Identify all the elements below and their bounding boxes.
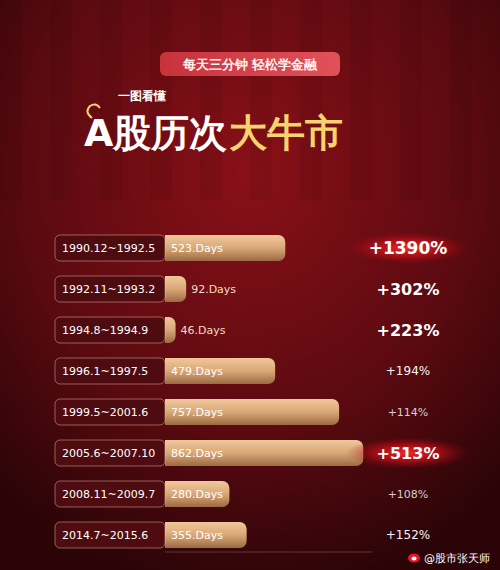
title: A股历次 xyxy=(84,111,227,155)
bar xyxy=(165,440,363,466)
category-label: 1990.12~1992.5 xyxy=(62,242,155,255)
gain-label: +513% xyxy=(377,444,440,463)
category-label: 1999.5~2001.6 xyxy=(62,406,148,419)
kicker: 一图看懂 xyxy=(118,89,166,103)
data-label: 862.Days xyxy=(171,447,223,460)
subtitle-pill xyxy=(160,52,340,76)
source: @股市张天师 xyxy=(424,552,490,565)
subtitle: 每天三分钟 轻松学金融 xyxy=(182,57,319,72)
gain-label: +108% xyxy=(388,488,429,501)
curtain-fold xyxy=(300,0,322,200)
period-box xyxy=(55,235,165,261)
gain-label: +1390% xyxy=(369,238,448,258)
category-label: 1996.1~1997.5 xyxy=(62,365,148,378)
category-label: 1992.11~1993.2 xyxy=(62,283,155,296)
curtain-fold xyxy=(250,0,272,200)
bar xyxy=(165,358,275,384)
bar xyxy=(165,481,229,507)
data-label: 479.Days xyxy=(171,365,223,378)
period-box xyxy=(55,522,165,548)
bar xyxy=(165,276,186,302)
curtain-fold xyxy=(400,0,422,200)
bar xyxy=(165,235,285,261)
curtain-fold xyxy=(0,0,22,200)
gain-label: +152% xyxy=(386,528,430,542)
weibo-icon-eye xyxy=(412,557,417,561)
axis-line xyxy=(165,552,372,553)
data-label: 46.Days xyxy=(181,324,226,337)
bar xyxy=(165,399,339,425)
gain-label: +194% xyxy=(386,364,430,378)
category-label: 1994.8~1994.9 xyxy=(62,324,148,337)
gain-label: +302% xyxy=(377,280,440,299)
glow xyxy=(346,232,470,264)
data-label: 280.Days xyxy=(171,488,223,501)
curtain-fold xyxy=(450,0,472,200)
data-label: 523.Days xyxy=(171,242,223,255)
category-label: 2005.6~2007.10 xyxy=(62,447,155,460)
data-label: 92.Days xyxy=(191,283,236,296)
bar xyxy=(165,317,176,343)
bars xyxy=(165,235,363,548)
data-label: 757.Days xyxy=(171,406,223,419)
category-label: 2008.11~2009.7 xyxy=(62,488,155,501)
chart: 每天三分钟 轻松学金融一图看懂 A股历次大牛市 1990.12~1992.5 523.… xyxy=(0,0,500,570)
period-box xyxy=(55,481,165,507)
period-box xyxy=(55,440,165,466)
weibo-icon xyxy=(408,554,420,563)
period-box xyxy=(55,358,165,384)
bar xyxy=(165,522,247,548)
curtain-fold xyxy=(50,0,72,200)
background xyxy=(0,0,500,570)
curtain-fold xyxy=(350,0,372,200)
title-accent: 大牛市 xyxy=(229,111,343,155)
data-label: 355.Days xyxy=(171,529,223,542)
period-box xyxy=(55,276,165,302)
period-box xyxy=(55,399,165,425)
labels: 1990.12~1992.5 523.Days +1390% 1992.11~1993… xyxy=(55,232,470,548)
curtain-fold xyxy=(200,0,222,200)
period-box xyxy=(55,317,165,343)
category-label: 2014.7~2015.6 xyxy=(62,529,148,542)
gain-label: +223% xyxy=(377,321,440,340)
glow xyxy=(346,437,470,469)
gain-label: +114% xyxy=(388,406,429,419)
